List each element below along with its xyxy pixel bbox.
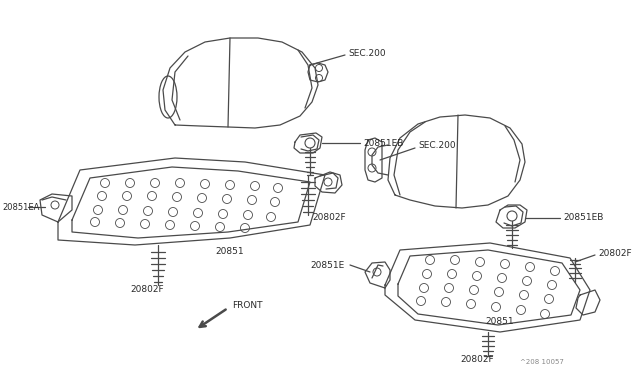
Text: 20851EB: 20851EB — [563, 214, 604, 222]
Text: 20802F: 20802F — [460, 356, 493, 365]
Text: 20851EB: 20851EB — [363, 138, 403, 148]
Text: 20851: 20851 — [215, 247, 244, 257]
Text: 20802F: 20802F — [130, 285, 164, 295]
Text: 20802F: 20802F — [598, 248, 632, 257]
Text: FRONT: FRONT — [232, 301, 262, 310]
Text: 20851EA: 20851EA — [2, 202, 40, 212]
Text: 20851: 20851 — [485, 317, 514, 327]
Text: SEC.200: SEC.200 — [348, 48, 386, 58]
Text: 20802F: 20802F — [312, 214, 346, 222]
Text: 20851E: 20851E — [310, 260, 344, 269]
Text: SEC.200: SEC.200 — [418, 141, 456, 151]
Text: ^208 10057: ^208 10057 — [520, 359, 564, 365]
